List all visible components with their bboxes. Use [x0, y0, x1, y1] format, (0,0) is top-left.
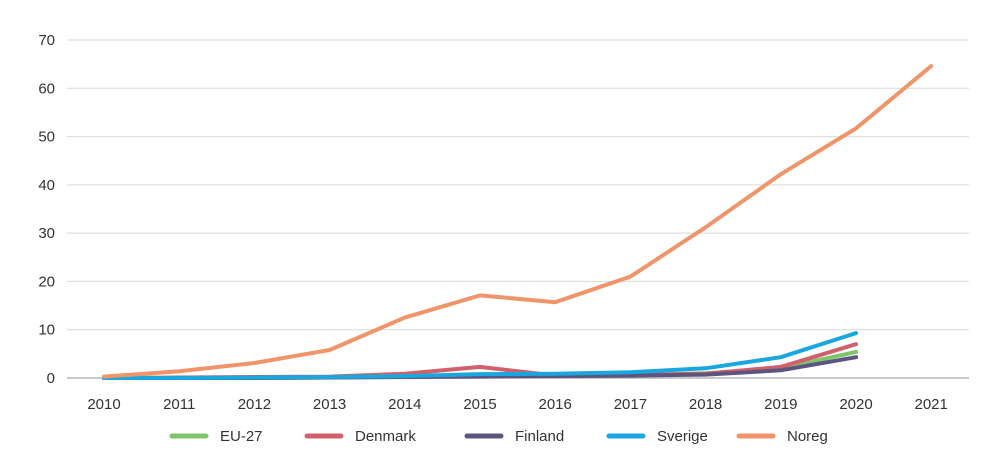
y-tick-label: 0 — [47, 370, 55, 387]
legend-item-denmark: Denmark — [304, 428, 416, 445]
y-tick-label: 30 — [38, 225, 55, 242]
legend-label: Noreg — [787, 428, 828, 445]
x-tick-label: 2017 — [614, 396, 647, 413]
legend-label: Denmark — [355, 428, 416, 445]
legend-label: EU-27 — [220, 428, 263, 445]
x-tick-label: 2018 — [689, 396, 722, 413]
y-tick-label: 50 — [38, 129, 55, 146]
x-axis-tick-labels: 2010 2011 2012 2013 2014 2015 2016 2017 2018 2019… — [87, 396, 948, 413]
legend-item-sverige: Sverige — [606, 428, 708, 445]
series-line-noreg — [102, 64, 934, 379]
x-tick-label: 2012 — [238, 396, 271, 413]
x-tick-label: 2016 — [539, 396, 572, 413]
x-tick-label: 2015 — [463, 396, 496, 413]
series-lines — [102, 64, 934, 380]
y-tick-label: 10 — [38, 322, 55, 339]
legend: EU-27 Denmark Finland Sverige Noreg — [169, 428, 828, 445]
x-tick-label: 2019 — [764, 396, 797, 413]
legend-item-eu-27: EU-27 — [169, 428, 263, 445]
y-axis-tick-labels: 0 10 20 30 40 50 60 70 — [38, 32, 55, 387]
y-tick-label: 40 — [38, 177, 55, 194]
gridlines — [67, 39, 969, 379]
x-tick-label: 2013 — [313, 396, 346, 413]
legend-label: Sverige — [657, 428, 708, 445]
x-tick-label: 2014 — [388, 396, 421, 413]
series-line-sverige — [102, 331, 858, 380]
y-tick-label: 60 — [38, 80, 55, 97]
x-tick-label: 2021 — [915, 396, 948, 413]
y-tick-label: 20 — [38, 273, 55, 290]
y-tick-label: 70 — [38, 32, 55, 49]
x-tick-label: 2011 — [163, 396, 195, 413]
legend-item-finland: Finland — [464, 428, 564, 445]
legend-label: Finland — [515, 428, 564, 445]
legend-item-noreg: Noreg — [736, 428, 828, 445]
x-tick-label: 2010 — [87, 396, 120, 413]
x-tick-label: 2020 — [839, 396, 872, 413]
